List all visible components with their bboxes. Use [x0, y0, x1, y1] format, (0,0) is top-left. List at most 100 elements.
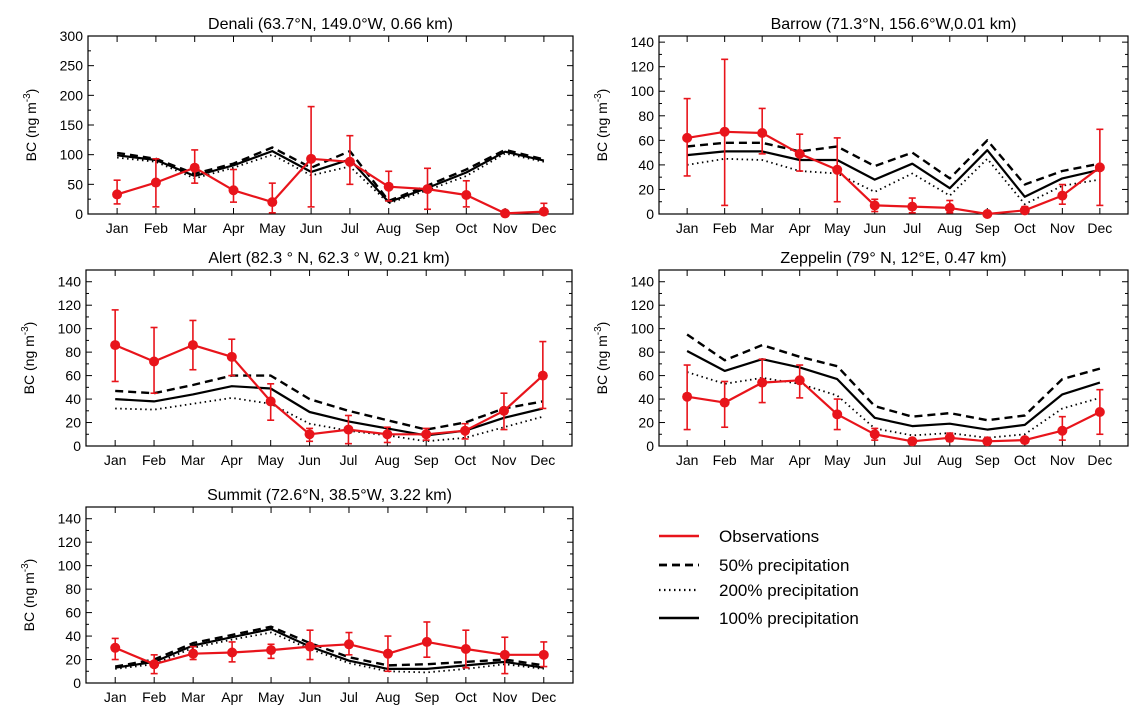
- y-tick-label: 60: [65, 368, 81, 384]
- x-tick-label: Oct: [455, 689, 477, 705]
- x-tick-label: Nov: [492, 689, 517, 705]
- x-tick-label: Jan: [676, 452, 699, 468]
- x-tick-label: Apr: [223, 220, 245, 236]
- x-tick-label: May: [257, 452, 283, 468]
- observation-point: [306, 153, 317, 164]
- x-tick-label: Jan: [676, 220, 699, 236]
- y-tick-label: 0: [646, 206, 654, 222]
- y-tick-label: 120: [631, 59, 655, 75]
- x-tick-label: Jun: [863, 452, 886, 468]
- y-tick-label: 250: [60, 58, 84, 74]
- x-tick-label: Dec: [531, 689, 556, 705]
- x-tick-label: Jul: [339, 452, 357, 468]
- y-axis-label-close: ): [21, 559, 37, 564]
- series-line-200-precipitation: [686, 157, 1101, 206]
- observation-point: [110, 642, 121, 653]
- y-axis-label-close: ): [23, 89, 39, 94]
- legend-label: 50% precipitation: [719, 556, 849, 575]
- x-tick-label: Feb: [144, 220, 168, 236]
- x-tick-label: Jan: [106, 220, 129, 236]
- observation-point: [228, 185, 239, 196]
- x-tick-label: Sep: [414, 689, 439, 705]
- y-tick-label: 120: [58, 534, 82, 550]
- x-tick-label: Dec: [531, 220, 556, 236]
- plot-frame: [658, 35, 1129, 215]
- x-tick-label: Sep: [414, 452, 439, 468]
- observation-point: [719, 397, 730, 408]
- observation-point: [266, 645, 277, 656]
- observation-point: [944, 202, 955, 213]
- y-axis-label-sup: -3: [22, 93, 33, 102]
- x-tick-label: Jul: [341, 220, 359, 236]
- observation-point: [265, 396, 276, 407]
- x-tick-label: Feb: [142, 452, 166, 468]
- y-tick-label: 80: [65, 581, 81, 597]
- y-tick-label: 60: [638, 132, 654, 148]
- plot-frame: [85, 506, 574, 684]
- y-tick-label: 40: [65, 391, 81, 407]
- x-tick-label: Oct: [454, 452, 476, 468]
- y-tick-label: 0: [73, 438, 81, 454]
- x-tick-label: Jun: [300, 220, 323, 236]
- observation-point: [1057, 190, 1068, 201]
- observation-point: [538, 649, 549, 660]
- y-tick-label: 100: [58, 321, 82, 337]
- series-line-50-precipitation: [686, 139, 1101, 186]
- x-tick-label: Feb: [142, 689, 166, 705]
- observation-point: [1019, 435, 1030, 446]
- observation-point: [538, 206, 549, 217]
- observation-point: [382, 648, 393, 659]
- observation-point: [188, 648, 199, 659]
- y-axis-label: BC (ng m-3): [593, 322, 610, 395]
- observation-point: [794, 375, 805, 386]
- observation-point: [304, 429, 315, 440]
- observation-point: [1019, 205, 1030, 216]
- observation-point: [305, 641, 316, 652]
- observation-point: [460, 643, 471, 654]
- observation-point: [344, 156, 355, 167]
- x-tick-label: Aug: [937, 220, 962, 236]
- y-tick-label: 140: [631, 274, 655, 290]
- y-axis-label-close: ): [594, 89, 610, 94]
- observation-point: [460, 425, 471, 436]
- y-tick-label: 140: [631, 34, 655, 50]
- observation-point: [499, 649, 510, 660]
- observation-point: [422, 184, 433, 195]
- series-line-50-precipitation: [115, 374, 544, 431]
- observation-point: [498, 405, 509, 416]
- plot-frame: [658, 269, 1129, 447]
- series-line-observations: [114, 640, 544, 666]
- observation-point: [267, 197, 278, 208]
- y-tick-label: 100: [631, 321, 655, 337]
- y-tick-label: 300: [60, 28, 84, 44]
- x-tick-label: Dec: [1087, 220, 1112, 236]
- observation-point: [421, 636, 432, 647]
- y-axis-label-sup: -3: [20, 563, 31, 572]
- y-axis-label-main: BC (ng m: [594, 102, 610, 161]
- x-tick-label: Jun: [863, 220, 886, 236]
- observation-point: [757, 127, 768, 138]
- series-line-100-precipitation: [686, 149, 1101, 198]
- x-tick-label: Jul: [340, 689, 358, 705]
- y-tick-label: 200: [60, 87, 84, 103]
- x-tick-label: Apr: [221, 452, 243, 468]
- x-tick-label: May: [824, 220, 850, 236]
- y-tick-label: 120: [631, 297, 655, 313]
- panel-2: Alert (82.3 ° N, 62.3 ° W, 0.21 km) 0 20 40…: [20, 250, 573, 468]
- x-tick-label: Aug: [937, 452, 962, 468]
- observation-point: [682, 132, 693, 143]
- observation-point: [869, 429, 880, 440]
- series-line-200-precipitation: [115, 631, 544, 674]
- series-line-100-precipitation: [116, 150, 545, 204]
- x-tick-label: Sep: [975, 220, 1000, 236]
- y-axis-label-close: ): [21, 322, 37, 327]
- y-axis-label: BC (ng m-3): [20, 559, 37, 632]
- observation-point: [1094, 406, 1105, 417]
- series-line-100-precipitation: [686, 350, 1101, 431]
- y-axis-label-sup: -3: [593, 326, 604, 335]
- observation-point: [187, 340, 198, 351]
- x-tick-label: Jan: [104, 689, 127, 705]
- y-tick-label: 140: [58, 511, 82, 527]
- observation-point: [982, 436, 993, 447]
